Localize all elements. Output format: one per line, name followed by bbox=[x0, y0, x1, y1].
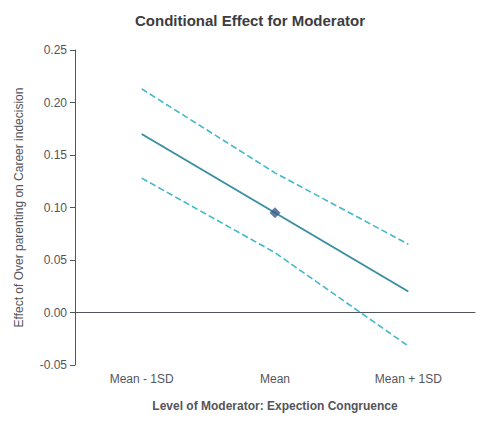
svg-text:0.15: 0.15 bbox=[44, 148, 68, 162]
svg-text:0.20: 0.20 bbox=[44, 96, 68, 110]
svg-text:-0.05: -0.05 bbox=[40, 358, 68, 372]
svg-text:0.10: 0.10 bbox=[44, 201, 68, 215]
svg-text:Mean + 1SD: Mean + 1SD bbox=[375, 372, 442, 386]
svg-text:0.05: 0.05 bbox=[44, 253, 68, 267]
svg-text:0.00: 0.00 bbox=[44, 306, 68, 320]
svg-text:Effect of Over parenting on Ca: Effect of Over parenting on Career indec… bbox=[12, 88, 26, 328]
svg-text:Mean - 1SD: Mean - 1SD bbox=[110, 372, 174, 386]
svg-text:Level of Moderator: Expection: Level of Moderator: Expection Congruence bbox=[152, 399, 398, 413]
svg-text:Mean: Mean bbox=[260, 372, 290, 386]
svg-text:Conditional Effect for Moderat: Conditional Effect for Moderator bbox=[135, 12, 365, 29]
svg-text:0.25: 0.25 bbox=[44, 43, 68, 57]
